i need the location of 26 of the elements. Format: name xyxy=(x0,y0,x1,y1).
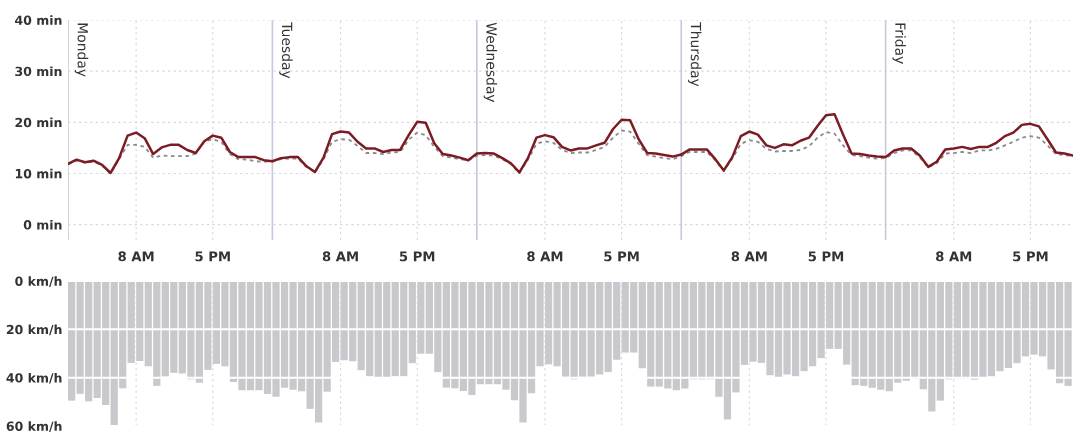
annotation: Thursday xyxy=(688,22,702,87)
annotation: Friday xyxy=(892,23,906,64)
x-tick-label: 5 PM xyxy=(604,251,639,262)
x-tick-label: 8 AM xyxy=(731,251,767,262)
annotation: Monday xyxy=(74,23,89,77)
y-tick-label: 10 min xyxy=(15,168,62,179)
x-tick-label: 5 PM xyxy=(195,251,230,262)
y-tick-label: 30 min xyxy=(15,66,62,77)
x-tick-label: 8 AM xyxy=(322,251,358,262)
y-tick-label: 40 km/h xyxy=(6,372,62,384)
y-tick-label: 0 min xyxy=(23,219,62,230)
y-tick-label: 20 km/h xyxy=(6,324,62,336)
annotation: Tuesday xyxy=(279,22,293,79)
y-tick-label: 40 min xyxy=(15,15,62,25)
x-tick-label: 5 PM xyxy=(808,251,844,262)
y-tick-label: 60 km/h xyxy=(6,421,62,432)
line-series xyxy=(68,112,1073,175)
y-tick-label: 20 min xyxy=(15,117,62,128)
x-tick-label: 5 PM xyxy=(1013,251,1048,262)
x-tick-label: 8 AM xyxy=(118,251,154,262)
annotation: Wednesday xyxy=(483,22,498,103)
x-tick-label: 5 PM xyxy=(399,251,435,262)
x-tick-label: 8 AM xyxy=(527,251,563,262)
bar xyxy=(68,281,76,401)
x-tick-label: 8 AM xyxy=(936,251,972,262)
y-tick-label: 0 km/h xyxy=(15,276,62,287)
